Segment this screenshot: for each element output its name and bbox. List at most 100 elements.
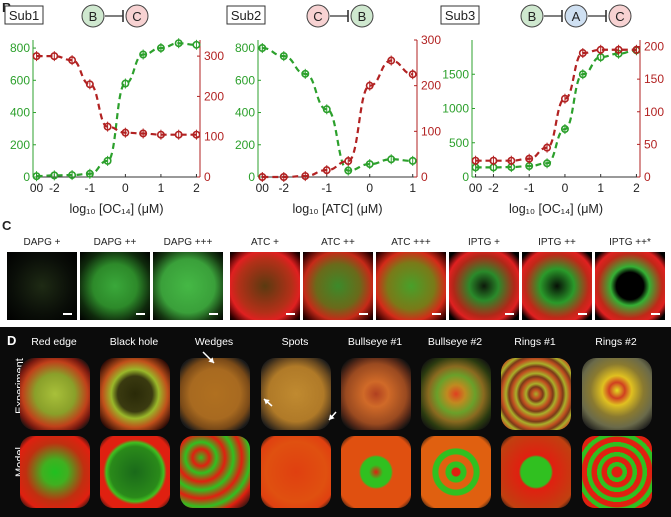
data-point (387, 155, 396, 164)
right-tick-label: 100 (421, 124, 441, 138)
circuit-node (520, 4, 544, 28)
data-point (192, 130, 201, 139)
scale-bar (286, 313, 295, 315)
experiment-pattern-image (421, 358, 491, 430)
left-tick-label: 0 (462, 170, 469, 184)
circuit-node (564, 4, 588, 28)
sub-tag (226, 5, 266, 25)
micrograph-image (7, 252, 77, 320)
right-tick-label: 100 (644, 105, 664, 119)
model-pattern-image (100, 436, 170, 508)
x-tick-label: -2 (49, 181, 60, 195)
data-point (365, 160, 374, 169)
right-tick-label: 200 (204, 89, 224, 103)
scale-bar (432, 313, 441, 315)
circuit-node-label: B (89, 9, 98, 24)
data-point (543, 143, 552, 152)
x-tick-label: 00 (30, 181, 44, 195)
right-tick-label: 0 (644, 170, 651, 184)
circuit-node (81, 4, 105, 28)
data-point (121, 79, 130, 88)
x-tick-label: -1 (321, 181, 332, 195)
model-pattern-image (261, 436, 331, 508)
circuit-node-label: C (132, 9, 141, 24)
x-tick-label: -2 (278, 181, 289, 195)
data-point (301, 69, 310, 78)
right-tick-label: 200 (644, 40, 664, 54)
left-tick-label: 200 (235, 138, 255, 152)
data-point (344, 166, 353, 175)
data-point (279, 52, 288, 61)
data-point (322, 105, 331, 114)
data-point (50, 52, 59, 61)
x-tick-label: 2 (633, 181, 640, 195)
data-point (387, 56, 396, 65)
sub-tag-label: Sub3 (445, 8, 475, 23)
micrograph-label: DAPG ++ (93, 237, 137, 248)
scale-bar (505, 313, 514, 315)
circuit-node (306, 4, 330, 28)
micrograph-image (153, 252, 223, 320)
left-tick-label: 1000 (442, 102, 469, 116)
right-tick-label: 0 (204, 170, 211, 184)
data-point (258, 173, 267, 182)
pattern-column-label: Wedges (194, 336, 234, 348)
data-point (489, 156, 498, 165)
right-tick-label: 0 (421, 170, 428, 184)
panel-d-letter: D (7, 333, 17, 348)
right-tick-label: 300 (204, 49, 224, 63)
left-tick-label: 800 (235, 41, 255, 55)
micrograph-image (80, 252, 150, 320)
left-tick-label: 200 (10, 138, 30, 152)
micrograph-label: IPTG ++ (538, 237, 576, 248)
scale-bar (359, 313, 368, 315)
data-point (103, 122, 112, 131)
left-tick-label: 500 (449, 136, 469, 150)
data-point (408, 156, 417, 165)
micrograph-label: ATC ++ (321, 237, 355, 248)
data-point (68, 171, 77, 180)
circuit-node (350, 4, 374, 28)
data-point (365, 81, 374, 90)
model-pattern-image (421, 436, 491, 508)
data-point (258, 44, 267, 53)
x-tick-label: 0 (366, 181, 373, 195)
series-line (36, 42, 197, 178)
circuit-node-label: C (615, 9, 624, 24)
experiment-pattern-image (261, 358, 331, 430)
data-point (68, 56, 77, 65)
data-point (560, 125, 569, 134)
data-point (578, 49, 587, 58)
pattern-column-label: Bullseye #1 (347, 336, 403, 348)
right-tick-label: 50 (644, 137, 658, 151)
data-point (85, 80, 94, 89)
series-line (475, 49, 637, 169)
data-point (322, 166, 331, 175)
x-tick-label: -1 (524, 181, 535, 195)
data-point (32, 172, 41, 181)
data-point (156, 130, 165, 139)
left-tick-label: 400 (10, 106, 30, 120)
chart-sub1: 0 200 400 600 800 0 100 200 300 00 -2 -1 0 1 2 log₁₀ [O… (4, 4, 224, 216)
data-point (50, 171, 59, 180)
x-tick-label: 1 (597, 181, 604, 195)
experiment-pattern-image (501, 358, 571, 430)
experiment-pattern-image (100, 358, 170, 430)
data-point (471, 156, 480, 165)
micrograph-label: DAPG +++ (163, 237, 213, 248)
micrograph-image (522, 252, 592, 320)
data-point (614, 45, 623, 54)
x-tick-label: 1 (409, 181, 416, 195)
x-tick-label: 1 (158, 181, 165, 195)
data-point (192, 40, 201, 49)
micrograph-image (595, 252, 665, 320)
data-point (525, 154, 534, 163)
micrograph-image (230, 252, 300, 320)
x-axis-label: log₁₀ [OC₁₄] (μM) (70, 202, 164, 216)
scale-bar (209, 313, 218, 315)
data-point (174, 39, 183, 48)
left-tick-label: 0 (248, 170, 255, 184)
model-pattern-image (341, 436, 411, 508)
pattern-column-label: Black hole (109, 336, 159, 348)
